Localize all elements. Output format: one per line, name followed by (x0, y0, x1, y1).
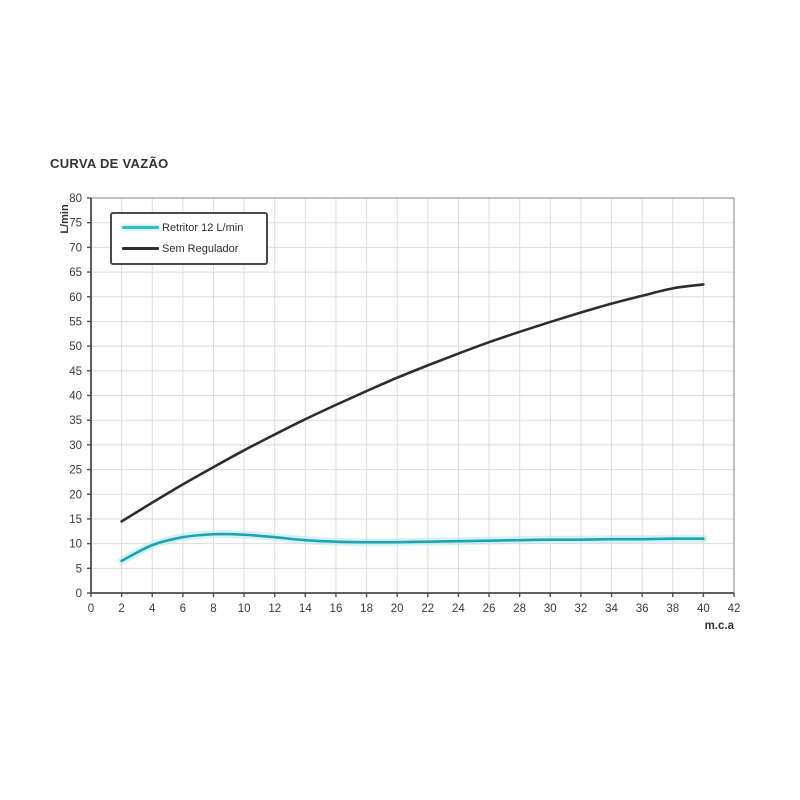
svg-text:2: 2 (118, 603, 124, 615)
svg-text:0: 0 (88, 603, 94, 615)
legend-label-retritor: Retritor 12 L/min (162, 221, 244, 234)
axes (87, 197, 735, 597)
x-axis-label: m.c.a (705, 620, 735, 632)
svg-text:8: 8 (210, 603, 216, 615)
svg-text:6: 6 (180, 603, 186, 615)
svg-text:34: 34 (605, 603, 618, 615)
svg-text:30: 30 (544, 603, 557, 615)
svg-text:24: 24 (452, 603, 465, 615)
svg-text:15: 15 (69, 514, 82, 526)
svg-text:36: 36 (636, 603, 649, 615)
grid-lines (91, 198, 734, 593)
svg-text:12: 12 (268, 603, 281, 615)
svg-text:60: 60 (69, 292, 82, 304)
axis-tick-labels: 0 2 4 6 8 10 12 14 16 18 20 22 24 26 28 30 32 34 36 38 40 420… (69, 193, 740, 615)
svg-text:55: 55 (69, 316, 82, 328)
chart-legend: Retritor 12 L/min Sem Regulador (110, 212, 268, 265)
svg-text:0: 0 (76, 588, 82, 600)
chart-canvas: 0 2 4 6 8 10 12 14 16 18 20 22 24 26 28 30 32 34 36 38 40 420… (69, 193, 740, 632)
chart-title: CURVA DE VAZÃO (50, 156, 169, 171)
legend-item-sem-regulador: Sem Regulador (122, 241, 256, 256)
series-sem-regulador-line (120, 283, 705, 523)
legend-item-retritor: Retritor 12 L/min (122, 220, 256, 235)
svg-text:80: 80 (69, 193, 82, 205)
svg-text:35: 35 (69, 415, 82, 427)
svg-text:40: 40 (697, 603, 710, 615)
svg-text:65: 65 (69, 267, 82, 279)
svg-text:4: 4 (149, 603, 156, 615)
svg-text:30: 30 (69, 440, 82, 452)
legend-swatch-retritor (122, 226, 159, 229)
svg-text:14: 14 (299, 603, 312, 615)
svg-text:32: 32 (575, 603, 588, 615)
svg-text:28: 28 (513, 603, 526, 615)
legend-swatch-sem-regulador (122, 247, 159, 250)
svg-text:25: 25 (69, 465, 82, 477)
series-retritor-line (120, 532, 705, 563)
svg-text:26: 26 (483, 603, 496, 615)
svg-text:70: 70 (69, 242, 82, 254)
svg-text:40: 40 (69, 391, 82, 403)
svg-text:20: 20 (69, 489, 82, 501)
svg-text:75: 75 (69, 218, 82, 230)
svg-text:20: 20 (391, 603, 404, 615)
svg-text:10: 10 (238, 603, 251, 615)
svg-text:16: 16 (330, 603, 343, 615)
svg-text:22: 22 (421, 603, 434, 615)
svg-text:5: 5 (76, 563, 82, 575)
svg-text:10: 10 (69, 539, 82, 551)
svg-text:45: 45 (69, 366, 82, 378)
svg-text:18: 18 (360, 603, 373, 615)
svg-text:38: 38 (666, 603, 679, 615)
svg-text:50: 50 (69, 341, 82, 353)
svg-text:42: 42 (728, 603, 741, 615)
legend-label-sem-regulador: Sem Regulador (162, 242, 239, 255)
